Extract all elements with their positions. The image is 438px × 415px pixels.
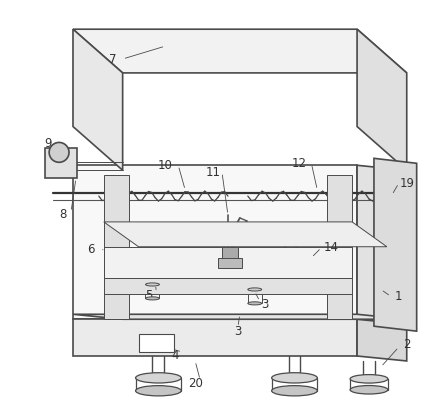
Text: 12: 12 bbox=[292, 157, 307, 170]
Bar bbox=[138, 334, 174, 352]
Ellipse shape bbox=[272, 373, 318, 383]
Text: 5: 5 bbox=[145, 289, 152, 302]
Polygon shape bbox=[327, 175, 352, 319]
Circle shape bbox=[49, 142, 69, 162]
Ellipse shape bbox=[136, 373, 181, 383]
Text: 7: 7 bbox=[109, 53, 117, 66]
Polygon shape bbox=[104, 278, 352, 294]
Polygon shape bbox=[73, 165, 357, 319]
Text: 3: 3 bbox=[234, 325, 242, 338]
Text: 11: 11 bbox=[205, 166, 221, 179]
Polygon shape bbox=[218, 258, 242, 268]
Text: 14: 14 bbox=[324, 241, 339, 254]
Polygon shape bbox=[222, 247, 238, 263]
Polygon shape bbox=[374, 159, 417, 331]
Polygon shape bbox=[73, 29, 407, 73]
Text: 1: 1 bbox=[395, 290, 403, 303]
Ellipse shape bbox=[248, 288, 262, 291]
Polygon shape bbox=[104, 175, 129, 319]
Polygon shape bbox=[357, 29, 407, 170]
Polygon shape bbox=[357, 165, 407, 324]
Ellipse shape bbox=[350, 386, 388, 394]
Text: 6: 6 bbox=[87, 243, 95, 256]
Ellipse shape bbox=[145, 283, 159, 286]
Ellipse shape bbox=[272, 386, 318, 396]
Text: 9: 9 bbox=[44, 137, 52, 150]
Polygon shape bbox=[73, 319, 357, 356]
Polygon shape bbox=[357, 319, 407, 361]
Polygon shape bbox=[104, 222, 387, 247]
Text: 3: 3 bbox=[261, 298, 268, 311]
Text: 8: 8 bbox=[60, 208, 67, 222]
Text: 19: 19 bbox=[399, 177, 414, 190]
Ellipse shape bbox=[248, 302, 262, 305]
Polygon shape bbox=[73, 314, 407, 319]
Polygon shape bbox=[45, 149, 77, 178]
Text: 10: 10 bbox=[158, 159, 173, 172]
Polygon shape bbox=[104, 247, 352, 278]
Ellipse shape bbox=[145, 297, 159, 300]
Ellipse shape bbox=[136, 386, 181, 396]
Text: 2: 2 bbox=[403, 337, 410, 351]
Text: 20: 20 bbox=[188, 377, 203, 391]
Ellipse shape bbox=[350, 375, 388, 383]
Polygon shape bbox=[73, 29, 123, 170]
Text: 4: 4 bbox=[172, 349, 179, 361]
